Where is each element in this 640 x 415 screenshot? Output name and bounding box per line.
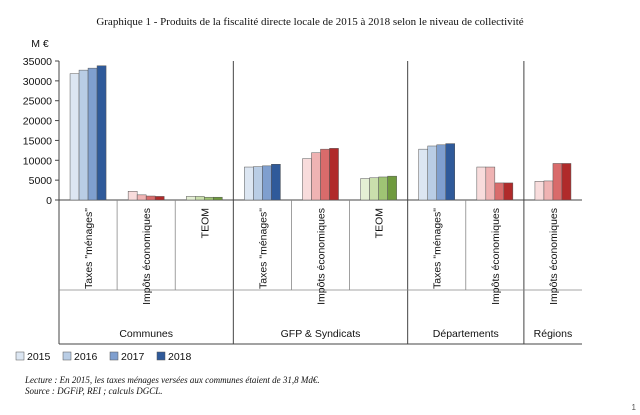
bar <box>436 144 446 201</box>
category-label: Impôts économiques <box>490 208 502 305</box>
group-label: GFP & Syndicats <box>281 328 361 340</box>
y-axis: 0 5000 10000 15000 20000 25000 30000 35000 <box>23 56 59 207</box>
y-tick-label: 5000 <box>29 175 53 187</box>
legend: 2015 2016 2017 2018 <box>15 351 192 363</box>
bar <box>329 148 339 201</box>
legend-swatch <box>15 351 25 361</box>
bar <box>302 158 312 201</box>
bar <box>311 152 321 201</box>
bar <box>561 163 572 201</box>
legend-label: 2015 <box>27 351 51 363</box>
legend-label: 2016 <box>74 351 98 363</box>
bar <box>186 196 196 201</box>
bar <box>369 177 379 201</box>
bar <box>204 196 214 201</box>
lecture-note: Lecture : En 2015, les taxes ménages ver… <box>24 375 320 385</box>
bar <box>69 73 80 201</box>
category-label: Taxes "ménages" <box>257 208 269 289</box>
bar <box>195 196 205 201</box>
legend-label: 2017 <box>121 351 145 363</box>
group-label: Départements <box>433 328 499 340</box>
bar <box>262 165 272 201</box>
bar <box>360 178 370 201</box>
source-note: Source : DGFiP, REI ; calculs DGCL. <box>25 386 162 396</box>
category-label: Impôts économiques <box>316 208 328 305</box>
bar <box>213 196 223 201</box>
bar <box>494 182 505 201</box>
group-label: Communes <box>119 328 173 340</box>
bar <box>87 67 98 201</box>
y-tick-label: 30000 <box>23 76 52 88</box>
category-label: TEOM <box>199 208 211 238</box>
legend-label: 2018 <box>168 351 192 363</box>
y-tick-label: 20000 <box>23 116 52 128</box>
category-label: Impôts économiques <box>141 208 153 305</box>
y-axis-label: M € <box>31 38 49 50</box>
bar <box>427 145 437 201</box>
bar <box>320 148 330 201</box>
y-tick-label: 35000 <box>23 56 52 68</box>
bar <box>476 166 487 201</box>
chart-title: Graphique 1 - Produits de la fiscalité d… <box>96 16 523 28</box>
bar <box>136 194 147 201</box>
category-label: Taxes "ménages" <box>83 208 95 289</box>
bar <box>244 166 254 201</box>
page-number: 1 <box>632 403 637 412</box>
bar <box>127 191 138 201</box>
legend-swatch <box>156 351 166 361</box>
bar <box>534 181 545 201</box>
bar <box>154 196 165 201</box>
group-label: Régions <box>534 328 573 340</box>
category-label: Taxes "ménages" <box>432 208 444 289</box>
bar <box>387 175 397 201</box>
category-label: Impôts économiques <box>548 208 560 305</box>
bar <box>418 148 428 201</box>
y-tick-label: 10000 <box>23 155 52 167</box>
bar <box>445 143 455 201</box>
bar <box>485 166 496 201</box>
y-tick-label: 25000 <box>23 96 52 108</box>
category-label: TEOM <box>374 208 386 238</box>
bar <box>503 182 514 201</box>
y-tick-label: 15000 <box>23 135 52 147</box>
group-labels: Communes GFP & Syndicats Départements Régio… <box>119 328 572 340</box>
bar <box>543 180 554 201</box>
bars <box>69 65 572 201</box>
bar <box>253 166 263 201</box>
legend-swatch <box>109 351 119 361</box>
category-labels: Taxes "ménages" Impôts économiques TEOM Tax… <box>83 208 560 305</box>
legend-swatch <box>62 351 72 361</box>
bar <box>378 176 388 201</box>
bar <box>78 69 89 201</box>
bar <box>552 163 563 201</box>
bar <box>271 164 281 201</box>
y-tick-label: 0 <box>46 195 52 207</box>
bar <box>96 65 107 201</box>
bar <box>145 195 156 201</box>
